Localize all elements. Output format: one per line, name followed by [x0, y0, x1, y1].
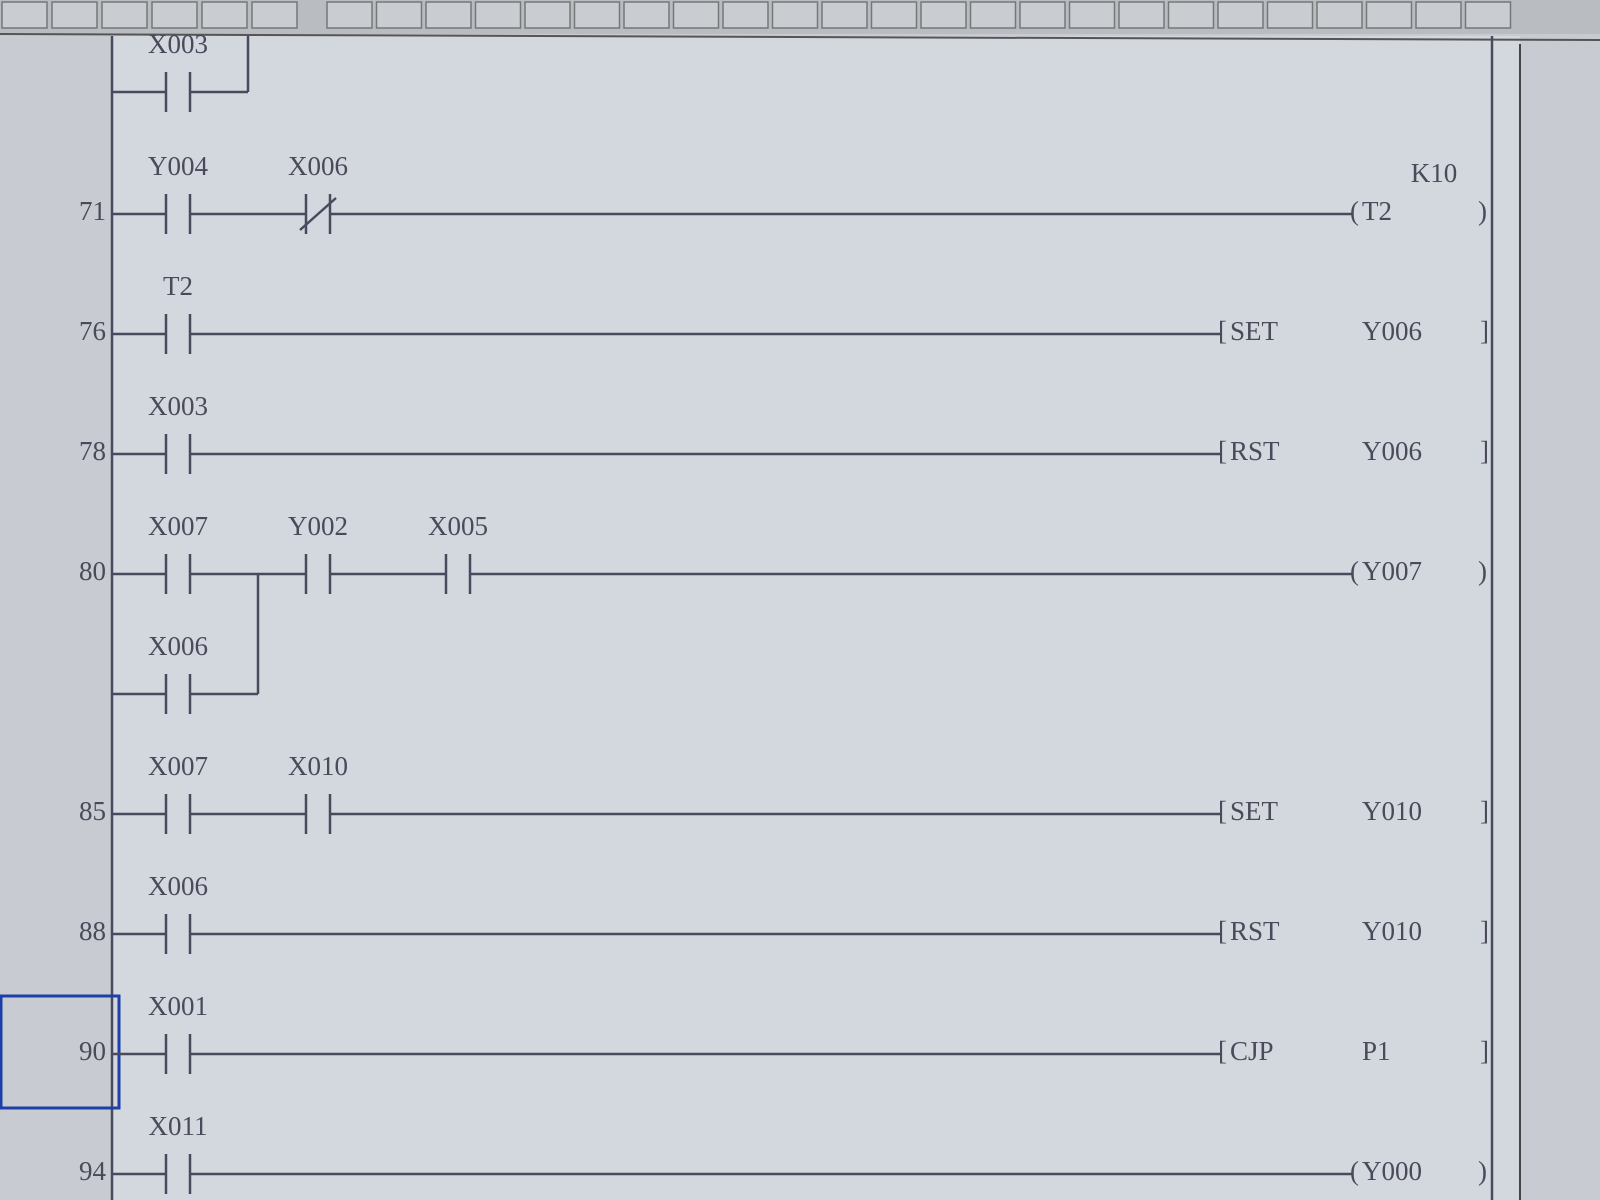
- coil-name: Y000: [1362, 1156, 1422, 1186]
- instruction: CJP: [1230, 1036, 1274, 1066]
- toolbar-button: [425, 1, 472, 29]
- toolbar-button: [969, 1, 1017, 29]
- toolbar-button: [201, 1, 248, 29]
- toolbar-button: [326, 1, 373, 29]
- operand: P1: [1362, 1036, 1391, 1066]
- toolbar-button: [375, 1, 423, 29]
- step-number: 80: [79, 556, 106, 586]
- bracket-open: [: [1218, 916, 1227, 946]
- toolbar-button: [101, 1, 148, 29]
- coil-close: ): [1478, 556, 1487, 586]
- contact-label: X001: [148, 991, 208, 1021]
- toolbar-button: [821, 1, 868, 29]
- step-number: 76: [79, 316, 106, 346]
- contact-label: X007: [148, 511, 208, 541]
- toolbar-button: [1019, 1, 1066, 29]
- toolbar-border: [0, 33, 1600, 41]
- toolbar-button: [1266, 1, 1314, 29]
- coil-open: (: [1350, 556, 1359, 586]
- function-key-bar: [1, 1, 1512, 29]
- contact-label: X010: [288, 751, 348, 781]
- bracket-close: ]: [1480, 316, 1489, 346]
- toolbar-button: [1365, 1, 1413, 29]
- contact-slash: [299, 197, 337, 231]
- bracket-close: ]: [1480, 916, 1489, 946]
- step-number: 88: [79, 916, 106, 946]
- bracket-open: [: [1218, 1036, 1227, 1066]
- contact-label: Y002: [288, 511, 348, 541]
- coil-name: T2: [1362, 196, 1392, 226]
- instruction: SET: [1230, 316, 1279, 346]
- toolbar-button: [573, 1, 621, 29]
- contact-label: T2: [163, 271, 193, 301]
- toolbar-button: [151, 1, 198, 29]
- contact-label: X003: [148, 29, 208, 59]
- coil-close: ): [1478, 1156, 1487, 1186]
- contact-label: X005: [428, 511, 488, 541]
- operand: Y010: [1362, 916, 1422, 946]
- step-number: 90: [79, 1036, 106, 1066]
- contact-label: X006: [148, 631, 208, 661]
- toolbar-button: [1167, 1, 1215, 29]
- instruction: RST: [1230, 436, 1280, 466]
- toolbar-button: [1464, 1, 1512, 29]
- step-number: 78: [79, 436, 106, 466]
- step-number: 94: [79, 1156, 107, 1186]
- toolbar-button: [1, 1, 48, 29]
- cursor: [0, 994, 121, 1110]
- operand: Y006: [1362, 316, 1422, 346]
- toolbar-button: [771, 1, 819, 29]
- contact-label: X007: [148, 751, 208, 781]
- bracket-open: [: [1218, 796, 1227, 826]
- diagram-area: [112, 36, 1520, 1200]
- coil-close: ): [1478, 196, 1487, 226]
- toolbar-button: [474, 1, 522, 29]
- toolbar-button: [51, 1, 98, 29]
- toolbar-button: [920, 1, 967, 29]
- coil-name: Y007: [1362, 556, 1422, 586]
- bracket-close: ]: [1480, 436, 1489, 466]
- toolbar-button: [251, 1, 298, 29]
- toolbar-button: [870, 1, 918, 29]
- instruction: RST: [1230, 916, 1280, 946]
- coil-setting: K10: [1411, 158, 1458, 188]
- step-number: 71: [79, 196, 106, 226]
- toolbar-button: [1217, 1, 1264, 29]
- step-number: 85: [79, 796, 106, 826]
- bracket-open: [: [1218, 316, 1227, 346]
- toolbar-button: [722, 1, 769, 29]
- contact-label: X003: [148, 391, 208, 421]
- bracket-open: [: [1218, 436, 1227, 466]
- toolbar-button: [1415, 1, 1462, 29]
- coil-open: (: [1350, 196, 1359, 226]
- toolbar-button: [1316, 1, 1363, 29]
- toolbar-button: [672, 1, 720, 29]
- toolbar-button: [1118, 1, 1165, 29]
- contact-label: X006: [148, 871, 208, 901]
- contact-label: X011: [149, 1111, 208, 1141]
- contact-label: Y004: [148, 151, 208, 181]
- operand: Y006: [1362, 436, 1422, 466]
- toolbar-button: [524, 1, 571, 29]
- instruction: SET: [1230, 796, 1279, 826]
- contact-label: X006: [288, 151, 348, 181]
- operand: Y010: [1362, 796, 1422, 826]
- bracket-close: ]: [1480, 796, 1489, 826]
- toolbar-button: [1068, 1, 1116, 29]
- bracket-close: ]: [1480, 1036, 1489, 1066]
- toolbar-button: [623, 1, 670, 29]
- coil-open: (: [1350, 1156, 1359, 1186]
